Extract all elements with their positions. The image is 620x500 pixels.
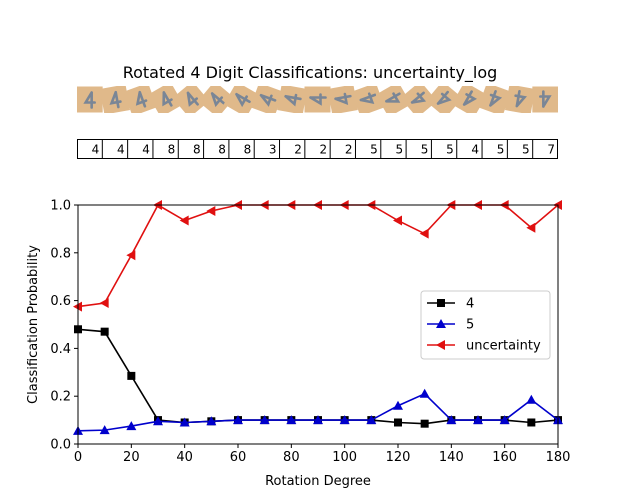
legend-marker xyxy=(436,319,446,328)
table-cell: 3 xyxy=(269,143,277,157)
table-cell: 4 xyxy=(117,143,125,157)
digit-tile xyxy=(197,86,235,113)
data-point xyxy=(393,400,403,410)
table-cell: 2 xyxy=(320,143,328,157)
data-point xyxy=(259,415,270,425)
table-cell: 5 xyxy=(395,143,403,157)
table-cell: 4 xyxy=(471,143,479,157)
data-point xyxy=(206,205,216,216)
data-point xyxy=(527,418,536,427)
digit-tile xyxy=(478,86,512,113)
legend-marker xyxy=(437,299,445,307)
x-tick-label: 80 xyxy=(283,450,300,465)
legend-label: 4 xyxy=(466,297,474,312)
data-point xyxy=(233,415,243,425)
data-point xyxy=(99,425,110,435)
x-tick-label: 180 xyxy=(546,450,571,465)
data-point xyxy=(126,250,136,261)
data-point xyxy=(99,297,109,308)
data-point xyxy=(206,416,217,426)
digit-tile xyxy=(532,86,558,113)
data-point xyxy=(127,371,136,380)
data-point xyxy=(179,417,190,427)
data-point xyxy=(526,222,536,233)
x-tick-label: 0 xyxy=(74,450,82,465)
data-point xyxy=(179,215,189,226)
digit-tile xyxy=(77,86,103,113)
x-tick-label: 20 xyxy=(123,450,140,465)
data-point xyxy=(393,215,402,226)
table-cell: 4 xyxy=(142,143,150,157)
digit-tile xyxy=(250,86,284,113)
y-axis-label: Classification Probability xyxy=(26,245,41,404)
series-line xyxy=(77,392,559,432)
data-point xyxy=(526,394,537,404)
table-cell: 5 xyxy=(370,143,378,157)
y-tick-label: 0.4 xyxy=(50,342,71,357)
x-axis-label: Rotation Degree xyxy=(265,474,371,489)
digit-tile xyxy=(425,86,463,113)
data-point xyxy=(446,415,457,425)
table-cell: 8 xyxy=(168,143,176,157)
digit-tile xyxy=(223,86,260,113)
rotated-digit-strip xyxy=(77,86,558,113)
digit-tile xyxy=(400,86,438,113)
data-point xyxy=(153,416,163,426)
data-point xyxy=(419,228,429,239)
data-point xyxy=(286,415,297,425)
y-tick-label: 0.0 xyxy=(50,438,71,453)
digit-tile xyxy=(375,86,412,113)
legend-marker xyxy=(436,340,445,350)
data-point xyxy=(499,415,510,425)
table-cell: 2 xyxy=(345,143,353,157)
digit-tile xyxy=(451,86,488,113)
x-tick-label: 40 xyxy=(176,450,193,465)
digit-tile xyxy=(172,86,210,113)
digit-tile xyxy=(147,86,184,113)
data-point xyxy=(419,388,430,398)
digit-tile xyxy=(504,86,536,113)
table-cell: 5 xyxy=(446,143,454,157)
data-point xyxy=(366,415,377,425)
data-point xyxy=(394,418,402,427)
data-point xyxy=(339,415,350,425)
table-cell: 5 xyxy=(421,143,429,157)
digit-tile xyxy=(351,86,385,113)
plot-frame xyxy=(77,204,559,445)
digit-tile xyxy=(304,86,331,113)
x-tick-label: 120 xyxy=(386,450,411,465)
figure-title: Rotated 4 Digit Classifications: uncerta… xyxy=(122,63,498,82)
table-cell: 8 xyxy=(218,143,226,157)
table-cell: 4 xyxy=(92,143,100,157)
y-tick-label: 0.8 xyxy=(50,246,71,261)
y-tick-label: 1.0 xyxy=(50,199,71,214)
data-point xyxy=(313,415,323,425)
series-5 xyxy=(73,388,563,435)
digit-tile xyxy=(99,86,131,113)
x-tick-label: 160 xyxy=(492,450,517,465)
legend: 4 5 uncertainty xyxy=(420,290,551,360)
legend-label: 5 xyxy=(466,318,474,333)
data-point xyxy=(473,415,483,425)
x-tick-label: 140 xyxy=(439,450,464,465)
legend-label: uncertainty xyxy=(466,339,541,354)
digit-tile xyxy=(327,86,358,113)
table-cell: 8 xyxy=(193,143,201,157)
table-cell: 8 xyxy=(244,143,252,157)
table-cell: 5 xyxy=(522,143,530,157)
data-point xyxy=(100,327,109,336)
x-tick-label: 100 xyxy=(332,450,357,465)
x-tick-label: 60 xyxy=(230,450,247,465)
data-point xyxy=(420,419,429,428)
y-tick-label: 0.6 xyxy=(50,294,71,309)
predicted-label-table: 4 4 4 8 8 8 8 3 2 2 2 5 5 5 5 4 5 5 7 xyxy=(77,139,558,159)
table-cell: 7 xyxy=(547,143,555,157)
table-cell: 5 xyxy=(497,143,505,157)
data-point xyxy=(126,421,137,431)
digit-tile xyxy=(123,86,157,113)
digit-tile xyxy=(277,86,308,113)
table-cell: 2 xyxy=(294,143,302,157)
y-tick-label: 0.2 xyxy=(50,390,71,405)
